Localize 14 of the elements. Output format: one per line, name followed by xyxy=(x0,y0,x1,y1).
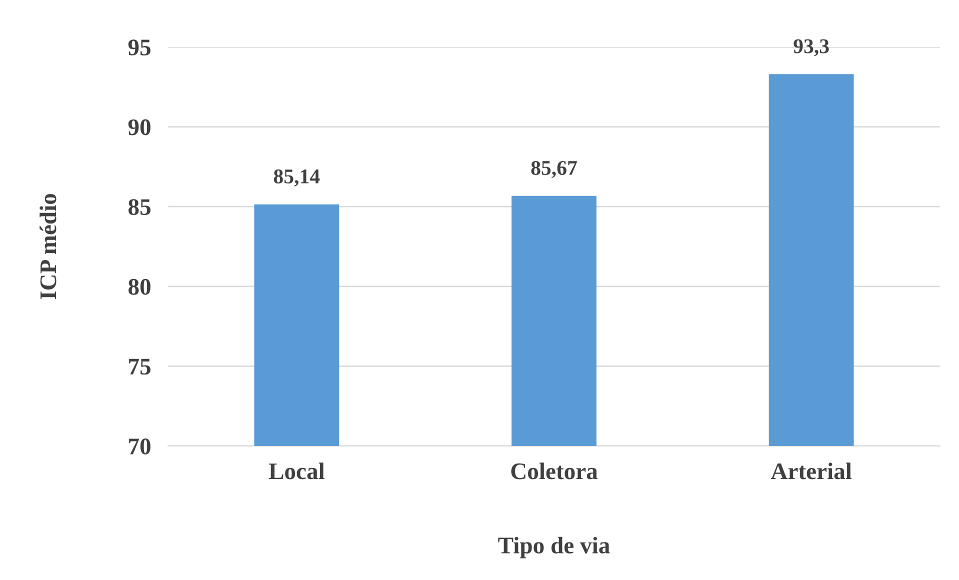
y-tick-label: 75 xyxy=(129,358,150,375)
x-tick-label: Local xyxy=(268,462,324,480)
y-tick-label: 95 xyxy=(128,40,150,56)
y-axis-title: ICP médio xyxy=(40,194,56,300)
data-label: 85,67 xyxy=(531,160,577,178)
y-tick-label: 85 xyxy=(128,199,150,216)
x-tick-label: Coletora xyxy=(511,462,598,480)
y-tick-label: 70 xyxy=(129,438,150,454)
x-tick-label: Arterial xyxy=(770,462,852,480)
x-axis-title: Tipo de via xyxy=(498,536,610,558)
y-tick-label: 80 xyxy=(128,278,150,295)
data-label: 93,3 xyxy=(794,39,829,56)
data-label: 85,14 xyxy=(274,169,320,186)
y-tick-label: 90 xyxy=(128,119,150,136)
